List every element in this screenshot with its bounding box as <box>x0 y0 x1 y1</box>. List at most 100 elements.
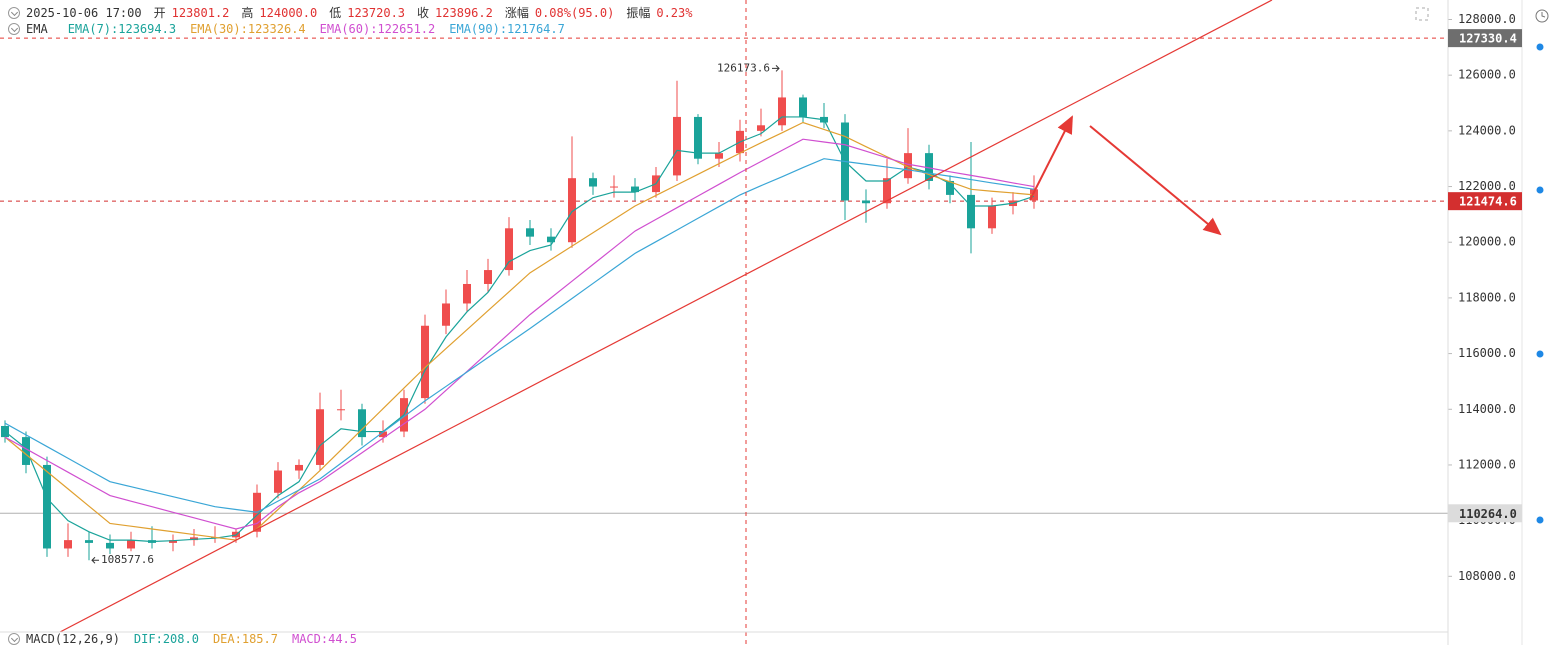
candle-body <box>463 283 471 304</box>
clock-icon[interactable] <box>1535 9 1549 23</box>
candle-body <box>421 325 429 399</box>
y-tick-label: 120000.0 <box>1458 235 1516 249</box>
ema-line <box>4 121 1035 541</box>
candle-body <box>442 303 450 326</box>
toolbar-dot[interactable] <box>1536 350 1544 358</box>
min-annotation: 108577.6 <box>101 553 154 566</box>
arrow-up <box>1029 115 1073 201</box>
field-label: 高 <box>241 6 254 20</box>
candle-body <box>358 409 366 438</box>
candle-body <box>22 437 30 465</box>
field-label: 开 <box>153 6 166 20</box>
candle-body <box>484 270 492 284</box>
candle-body <box>799 97 807 117</box>
candle-body <box>169 540 177 543</box>
field-label: 低 <box>329 6 342 20</box>
collapse-toggle[interactable] <box>8 23 20 35</box>
price-tag-label: 121474.6 <box>1459 195 1517 209</box>
ema-line <box>4 116 1035 543</box>
candle-body <box>274 470 282 493</box>
collapse-toggle[interactable] <box>8 6 20 19</box>
plot-area <box>1 70 1038 561</box>
candle-body <box>694 116 702 159</box>
y-tick-label: 128000.0 <box>1458 12 1516 26</box>
grid <box>0 18 1452 577</box>
candle-body <box>568 178 576 243</box>
macd-legend: MACD(12,26,9) DIF:208.0 DEA:185.7 MACD:44.… <box>8 632 365 646</box>
candle-body <box>526 228 534 237</box>
y-tick-label: 124000.0 <box>1458 123 1516 137</box>
fullscreen-button[interactable] <box>1415 7 1429 21</box>
field-label: 振幅 <box>626 6 651 20</box>
macd-value: MACD:44.5 <box>291 632 358 646</box>
legend-entry: EMA(90):121764.7 <box>449 22 565 36</box>
candle-body <box>757 125 765 131</box>
field-label: 收 <box>417 6 430 20</box>
toolbar-dot[interactable] <box>1536 516 1544 524</box>
ema-line <box>4 158 1035 513</box>
indicator-name: EMA <box>26 22 48 36</box>
ohlc-header: 2025-10-06 17:00 开 123801.2 高 124000.0 低 1237… <box>8 4 698 21</box>
field-value: 124000.0 <box>259 5 318 20</box>
candle-body <box>883 178 891 204</box>
collapse-toggle[interactable] <box>8 633 20 645</box>
candle-body <box>127 540 135 549</box>
candle-body <box>925 153 933 181</box>
ema-line <box>4 138 1035 530</box>
field-label: 涨幅 <box>504 6 529 20</box>
candle-body <box>967 194 975 229</box>
max-annotation: 126173.6 <box>717 61 770 74</box>
y-tick-label: 112000.0 <box>1458 457 1516 471</box>
candle-body <box>946 180 954 195</box>
candle-body <box>505 228 513 271</box>
candle-body <box>673 116 681 176</box>
y-tick-label: 108000.0 <box>1458 569 1516 583</box>
price-tag-label: 127330.4 <box>1459 32 1517 46</box>
candle-body <box>862 200 870 204</box>
y-tick-label: 116000.0 <box>1458 346 1516 360</box>
legend-entry: EMA(60):122651.2 <box>319 22 436 36</box>
field-value: 123896.2 <box>435 5 493 20</box>
candle-body <box>631 186 639 193</box>
y-tick-label: 126000.0 <box>1458 68 1516 82</box>
legend-entry: EMA(7):123694.3 <box>67 22 177 36</box>
y-tick-label: 122000.0 <box>1458 179 1516 193</box>
price-tag <box>1448 192 1522 211</box>
price-tag-label: 110264.0 <box>1459 507 1517 521</box>
y-tick-label: 118000.0 <box>1458 290 1516 304</box>
y-tick-label: 114000.0 <box>1458 402 1516 416</box>
trend-line <box>59 0 1273 632</box>
candle-body <box>316 409 324 465</box>
toolbar-dot[interactable] <box>1536 43 1544 51</box>
candle-body <box>85 540 93 543</box>
min-arrow <box>91 556 99 564</box>
candle-body <box>715 153 723 159</box>
macd-value: DIF:208.0 <box>133 632 199 646</box>
arrow-down <box>1089 125 1222 236</box>
price-tag <box>1448 29 1522 48</box>
toolbar-dot[interactable] <box>1536 186 1544 194</box>
candle-body <box>295 464 303 471</box>
candle-body <box>778 97 786 126</box>
field-value: 0.23% <box>656 5 693 20</box>
candle-body <box>547 236 555 243</box>
time: 2025-10-06 17:00 <box>26 5 142 20</box>
candle-body <box>589 178 597 187</box>
macd-value: DEA:185.7 <box>212 632 278 646</box>
candle-body <box>988 206 996 229</box>
candle-body <box>106 542 114 549</box>
field-value: 0.08%(95.0) <box>534 5 615 20</box>
candle-body <box>64 540 72 549</box>
macd-name: MACD(12,26,9) <box>26 632 120 646</box>
candle-body <box>379 431 387 438</box>
ema-legend: EMA EMA(7):123694.3 EMA(30):123326.4 EMA(6… <box>8 22 573 36</box>
candle-body <box>337 409 345 411</box>
legend-entry: EMA(30):123326.4 <box>190 22 306 36</box>
field-value: 123720.3 <box>347 5 406 20</box>
candle-body <box>43 464 51 549</box>
clock-hands <box>1541 12 1546 18</box>
candle-body <box>610 186 618 188</box>
price-tag <box>1448 504 1522 523</box>
